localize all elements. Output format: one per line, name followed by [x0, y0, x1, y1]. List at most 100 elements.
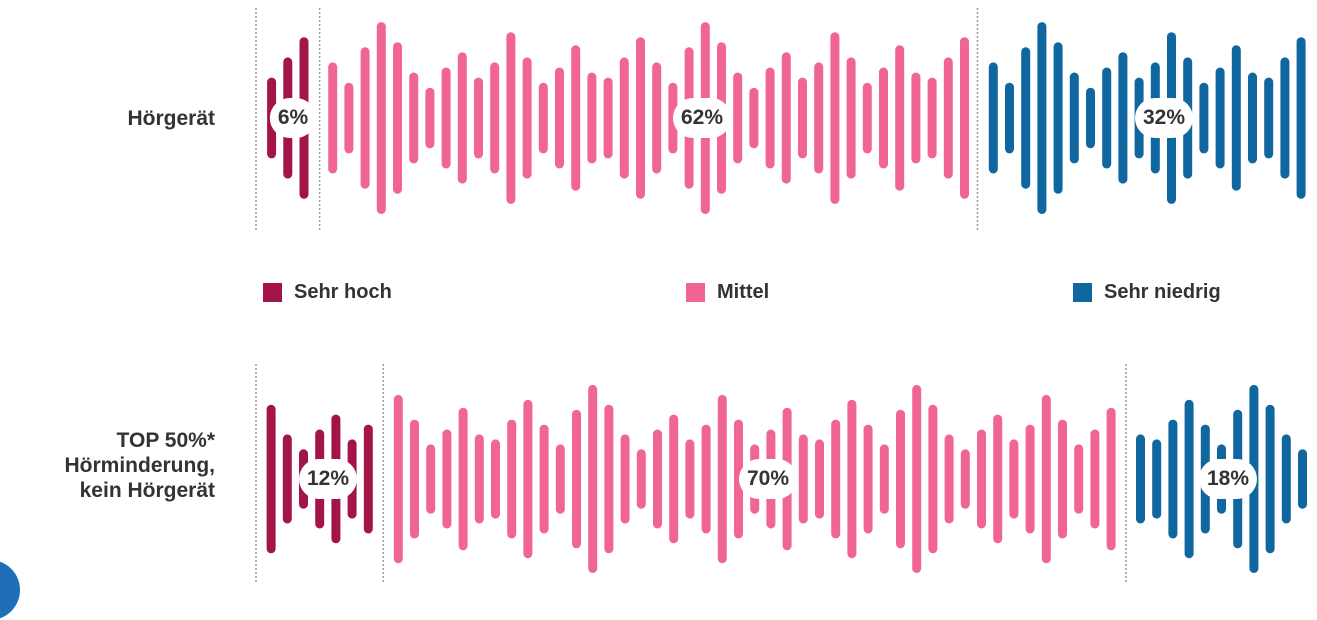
bar-mittel-row2	[604, 404, 614, 554]
value-label-mittel-row1: 62%	[672, 98, 732, 138]
bar-sehr-niedrig-row1	[1231, 45, 1241, 191]
bar-mittel-row2	[863, 424, 873, 534]
value-label-sehr-hoch-row1: 6%	[269, 98, 317, 138]
bar-sehr-hoch-row2	[266, 404, 276, 554]
bar-mittel-row2	[944, 434, 954, 524]
bar-mittel-row2	[636, 449, 646, 509]
bar-mittel-row1	[927, 77, 937, 159]
bar-mittel-row2	[896, 409, 905, 549]
bar-sehr-niedrig-row1	[1296, 37, 1306, 199]
bar-mittel-row2	[815, 439, 824, 519]
bar-mittel-row1	[765, 67, 775, 169]
value-label-sehr-niedrig-row1: 32%	[1134, 98, 1194, 138]
legend-label-sehr-niedrig: Sehr niedrig	[1104, 281, 1221, 303]
bar-mittel-row1	[960, 37, 969, 199]
bar-mittel-row2	[620, 434, 630, 524]
bar-sehr-niedrig-row1	[1086, 87, 1095, 149]
bar-mittel-row1	[457, 52, 467, 184]
bar-mittel-row2	[960, 449, 970, 509]
bar-mittel-row2	[1106, 407, 1116, 551]
row-label-line: Hörgerät	[127, 107, 215, 130]
bar-mittel-row1	[619, 57, 629, 179]
bar-mittel-row1	[506, 32, 516, 204]
bar-mittel-row1	[490, 62, 500, 174]
bar-sehr-niedrig-row1	[1053, 42, 1063, 194]
row-label-line: TOP 50%*	[116, 429, 215, 452]
wave-bars	[266, 22, 1307, 573]
bar-mittel-row2	[993, 414, 1003, 544]
bar-mittel-row1	[911, 72, 921, 164]
bar-mittel-row1	[393, 42, 402, 194]
bar-mittel-row1	[668, 82, 678, 154]
bar-mittel-row1	[425, 87, 435, 149]
legend-item-sehr-hoch: Sehr hoch	[263, 281, 392, 304]
bar-mittel-row2	[588, 384, 598, 573]
bar-sehr-niedrig-row1	[1199, 82, 1209, 154]
bar-sehr-niedrig-row1	[1118, 52, 1128, 184]
bar-mittel-row2	[928, 404, 938, 554]
bar-mittel-row2	[734, 419, 743, 539]
bar-sehr-niedrig-row1	[988, 62, 998, 174]
bar-sehr-niedrig-row2	[1136, 434, 1145, 524]
bar-mittel-row2	[831, 419, 841, 539]
bar-mittel-row2	[912, 384, 922, 573]
legend-swatch-sehr-hoch	[263, 283, 282, 302]
bar-mittel-row2	[1058, 419, 1067, 539]
bar-sehr-niedrig-row1	[1215, 67, 1225, 169]
bar-mittel-row2	[1090, 429, 1100, 529]
value-label-mittel-row2: 70%	[738, 459, 798, 499]
bar-mittel-row2	[491, 439, 500, 519]
bar-sehr-niedrig-row2	[1281, 434, 1291, 524]
bar-sehr-hoch-row2	[363, 424, 373, 534]
bar-mittel-row2	[523, 399, 533, 559]
bar-mittel-row1	[555, 67, 564, 169]
bar-mittel-row1	[879, 67, 888, 169]
bar-mittel-row2	[717, 394, 727, 564]
bar-mittel-row1	[538, 82, 548, 154]
row-label-top50: TOP 50%* Hörminderung, kein Hörgerät	[65, 428, 216, 503]
bar-sehr-niedrig-row2	[1298, 449, 1307, 509]
bar-sehr-niedrig-row1	[1037, 22, 1047, 214]
bar-sehr-niedrig-row1	[1069, 72, 1079, 164]
bar-mittel-row1	[895, 45, 905, 191]
bar-sehr-niedrig-row1	[1248, 72, 1257, 164]
bar-mittel-row1	[636, 37, 645, 199]
bar-mittel-row2	[572, 409, 581, 549]
chart-canvas	[255, 8, 1307, 582]
bar-mittel-row2	[426, 444, 436, 514]
bar-sehr-niedrig-row1	[1102, 67, 1112, 169]
bar-sehr-niedrig-row1	[1280, 57, 1290, 179]
bar-mittel-row1	[652, 62, 662, 174]
bar-mittel-row1	[846, 57, 856, 179]
bar-mittel-row2	[442, 429, 452, 529]
bar-mittel-row2	[879, 444, 889, 514]
bar-mittel-row2	[847, 399, 857, 559]
bar-mittel-row1	[733, 72, 743, 164]
bar-mittel-row2	[1041, 394, 1051, 564]
row-label-hoergeraet: Hörgerät	[127, 106, 215, 131]
bar-mittel-row2	[539, 424, 549, 534]
legend-label-mittel: Mittel	[717, 281, 770, 303]
bar-mittel-row1	[830, 32, 840, 204]
bar-mittel-row1	[409, 72, 419, 164]
bar-sehr-hoch-row2	[282, 434, 292, 524]
bar-mittel-row1	[328, 62, 338, 174]
bar-sehr-niedrig-row1	[1021, 47, 1031, 189]
bar-sehr-niedrig-row1	[1005, 82, 1014, 154]
bar-sehr-niedrig-row1	[1264, 77, 1274, 159]
bar-mittel-row2	[1009, 439, 1019, 519]
bar-mittel-row1	[474, 77, 483, 159]
legend-item-sehr-niedrig: Sehr niedrig	[1073, 281, 1221, 304]
bar-mittel-row1	[862, 82, 872, 154]
bar-mittel-row1	[798, 77, 807, 159]
bar-mittel-row2	[669, 414, 679, 544]
legend-item-mittel: Mittel	[686, 281, 769, 304]
legend-swatch-sehr-niedrig	[1073, 283, 1092, 302]
legend-label-sehr-hoch: Sehr hoch	[294, 281, 392, 303]
bar-sehr-niedrig-row2	[1265, 404, 1275, 554]
bar-mittel-row1	[814, 62, 824, 174]
bar-mittel-row2	[653, 429, 662, 529]
bar-mittel-row1	[749, 87, 759, 149]
value-label-sehr-niedrig-row2: 18%	[1198, 459, 1258, 499]
bar-mittel-row1	[603, 77, 613, 159]
